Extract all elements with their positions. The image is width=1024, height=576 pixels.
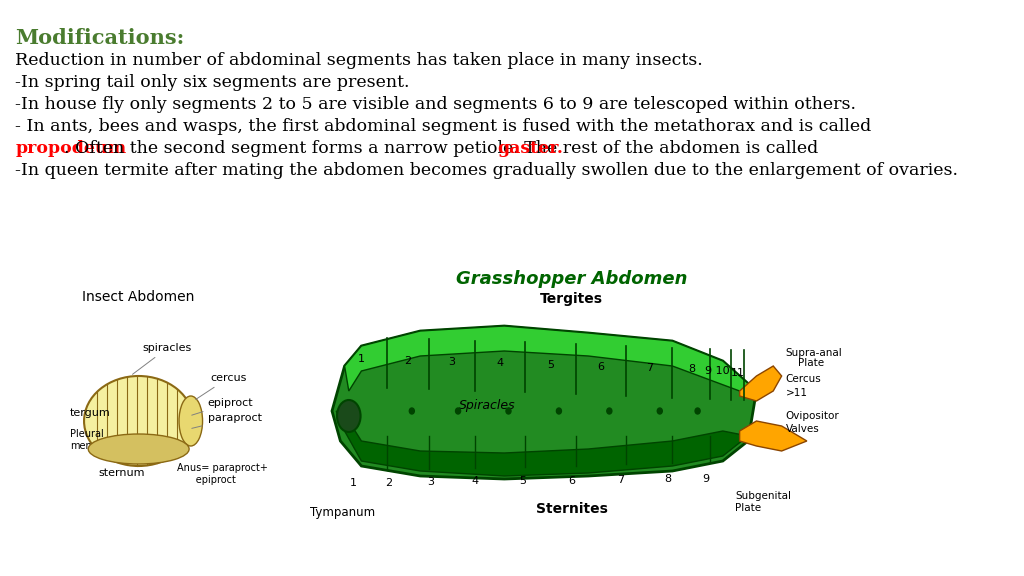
Text: Anus= paraproct+
      epiproct: Anus= paraproct+ epiproct xyxy=(176,464,267,485)
Text: Insect Abdomen: Insect Abdomen xyxy=(83,290,195,304)
Text: gaster.: gaster. xyxy=(498,140,563,157)
Text: Subgenital: Subgenital xyxy=(735,491,792,501)
Text: Spiracles: Spiracles xyxy=(459,400,516,412)
Text: 9: 9 xyxy=(702,474,710,484)
Text: 1: 1 xyxy=(358,354,365,364)
Text: - In ants, bees and wasps, the first abdominal segment is fused with the metatho: - In ants, bees and wasps, the first abd… xyxy=(15,118,871,135)
Text: Tympanum: Tympanum xyxy=(309,506,375,519)
Text: 8: 8 xyxy=(665,475,672,484)
Polygon shape xyxy=(345,326,757,391)
Text: 3: 3 xyxy=(449,357,456,367)
Ellipse shape xyxy=(88,434,189,464)
Ellipse shape xyxy=(337,400,360,432)
Text: 2: 2 xyxy=(386,478,393,487)
Text: Pleural
membrane: Pleural membrane xyxy=(70,429,123,451)
Text: paraproct: paraproct xyxy=(191,413,261,429)
Text: -In spring tail only six segments are present.: -In spring tail only six segments are pr… xyxy=(15,74,410,91)
Ellipse shape xyxy=(456,408,461,414)
Text: 4: 4 xyxy=(497,358,504,369)
Text: 7: 7 xyxy=(616,475,624,485)
Text: propodeum: propodeum xyxy=(15,140,126,157)
Polygon shape xyxy=(332,326,757,479)
Text: Plate: Plate xyxy=(799,358,824,368)
Text: -In queen termite after mating the abdomen becomes gradually swollen due to the : -In queen termite after mating the abdom… xyxy=(15,162,958,179)
Polygon shape xyxy=(336,411,748,476)
Text: 4: 4 xyxy=(471,476,478,487)
Text: 5: 5 xyxy=(519,476,526,486)
Ellipse shape xyxy=(506,408,511,414)
Text: 7: 7 xyxy=(646,363,653,373)
Text: epiproct: epiproct xyxy=(191,398,253,415)
Text: >11: >11 xyxy=(785,388,808,398)
Polygon shape xyxy=(739,421,807,451)
Ellipse shape xyxy=(657,408,663,414)
Text: Supra-anal: Supra-anal xyxy=(785,348,843,358)
Ellipse shape xyxy=(695,408,700,414)
Text: Modifications:: Modifications: xyxy=(15,28,184,48)
Text: 2: 2 xyxy=(404,355,412,366)
Text: 1: 1 xyxy=(349,478,356,488)
Ellipse shape xyxy=(410,408,415,414)
Text: 6: 6 xyxy=(568,476,575,486)
Text: Grasshopper Abdomen: Grasshopper Abdomen xyxy=(456,270,687,288)
Ellipse shape xyxy=(556,408,561,414)
Ellipse shape xyxy=(84,376,194,466)
Text: 3: 3 xyxy=(428,477,434,487)
Ellipse shape xyxy=(607,408,612,414)
Text: 5: 5 xyxy=(547,360,554,370)
Text: sternum: sternum xyxy=(98,468,145,478)
Text: Tergites: Tergites xyxy=(540,292,603,306)
Text: tergum: tergum xyxy=(70,408,111,418)
Text: cercus: cercus xyxy=(196,373,247,400)
Text: Plate: Plate xyxy=(735,503,762,513)
Text: . Often the second segment forms a narrow petiole. The rest of the abdomen is ca: . Often the second segment forms a narro… xyxy=(65,140,824,157)
Text: 6: 6 xyxy=(597,362,604,372)
Polygon shape xyxy=(739,366,781,401)
Text: Reduction in number of abdominal segments has taken place in many insects.: Reduction in number of abdominal segment… xyxy=(15,52,702,69)
Text: 9 10: 9 10 xyxy=(705,366,729,376)
Ellipse shape xyxy=(179,396,203,446)
Text: Valves: Valves xyxy=(785,424,819,434)
Text: Ovipositor: Ovipositor xyxy=(785,411,840,421)
Text: -In house fly only segments 2 to 5 are visible and segments 6 to 9 are telescope: -In house fly only segments 2 to 5 are v… xyxy=(15,96,856,113)
Text: 8: 8 xyxy=(688,365,695,374)
Text: Cercus: Cercus xyxy=(785,374,821,384)
Text: Sternites: Sternites xyxy=(536,502,607,516)
Text: 11: 11 xyxy=(731,367,744,377)
Text: spiracles: spiracles xyxy=(132,343,193,374)
